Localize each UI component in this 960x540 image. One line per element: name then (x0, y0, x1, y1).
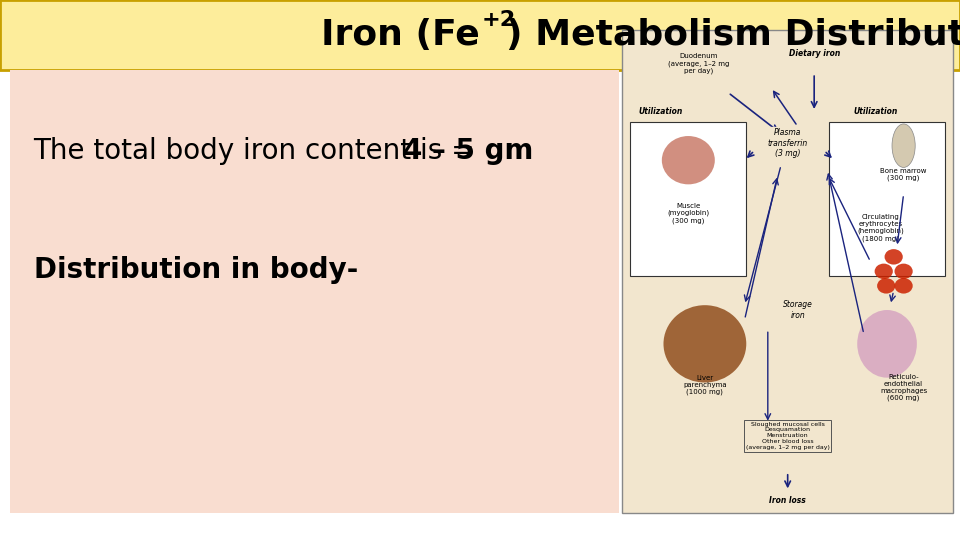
Text: Storage
iron: Storage iron (782, 300, 812, 320)
Ellipse shape (895, 264, 913, 279)
Bar (829, 122, 945, 276)
Text: Utilization: Utilization (638, 107, 683, 116)
Bar (622, 30, 953, 513)
Text: Iron loss: Iron loss (769, 496, 806, 505)
Text: Sloughed mucosal cells
Desquamation
Menstruation
Other blood loss
(average, 1–2 : Sloughed mucosal cells Desquamation Mens… (746, 422, 829, 450)
Text: Muscle
(myoglobin)
(300 mg): Muscle (myoglobin) (300 mg) (667, 203, 709, 224)
Text: 4 – 5 gm: 4 – 5 gm (403, 137, 534, 165)
Text: Circulating
erythrocytes
(hemoglobin)
(1800 mg): Circulating erythrocytes (hemoglobin) (1… (857, 214, 903, 242)
Ellipse shape (877, 278, 896, 294)
Text: Iron (Fe: Iron (Fe (322, 18, 480, 52)
Text: The total body iron content is =: The total body iron content is = (34, 137, 492, 165)
Text: Reticulo-
endothelial
macrophages
(600 mg): Reticulo- endothelial macrophages (600 m… (880, 374, 927, 401)
Text: Utilization: Utilization (854, 107, 899, 116)
Text: Plasma
transferrin
(3 mg): Plasma transferrin (3 mg) (768, 129, 807, 158)
Ellipse shape (892, 124, 915, 167)
Ellipse shape (884, 249, 902, 265)
Text: Dietary iron: Dietary iron (788, 49, 840, 58)
Ellipse shape (895, 278, 913, 294)
Bar (631, 122, 746, 276)
Ellipse shape (875, 264, 893, 279)
Text: Liver
parenchyma
(1000 mg): Liver parenchyma (1000 mg) (684, 375, 727, 395)
Text: +2: +2 (482, 10, 516, 30)
Ellipse shape (857, 310, 917, 377)
Bar (10, 70, 619, 513)
Text: Bone marrow
(300 mg): Bone marrow (300 mg) (880, 168, 926, 181)
Text: Duodenum
(average, 1–2 mg
per day): Duodenum (average, 1–2 mg per day) (667, 53, 729, 74)
Ellipse shape (663, 305, 746, 382)
Text: ) Metabolism Distribution: ) Metabolism Distribution (506, 18, 960, 52)
Ellipse shape (661, 136, 715, 184)
Bar (0, 0, 960, 70)
Text: Distribution in body-: Distribution in body- (34, 256, 358, 284)
